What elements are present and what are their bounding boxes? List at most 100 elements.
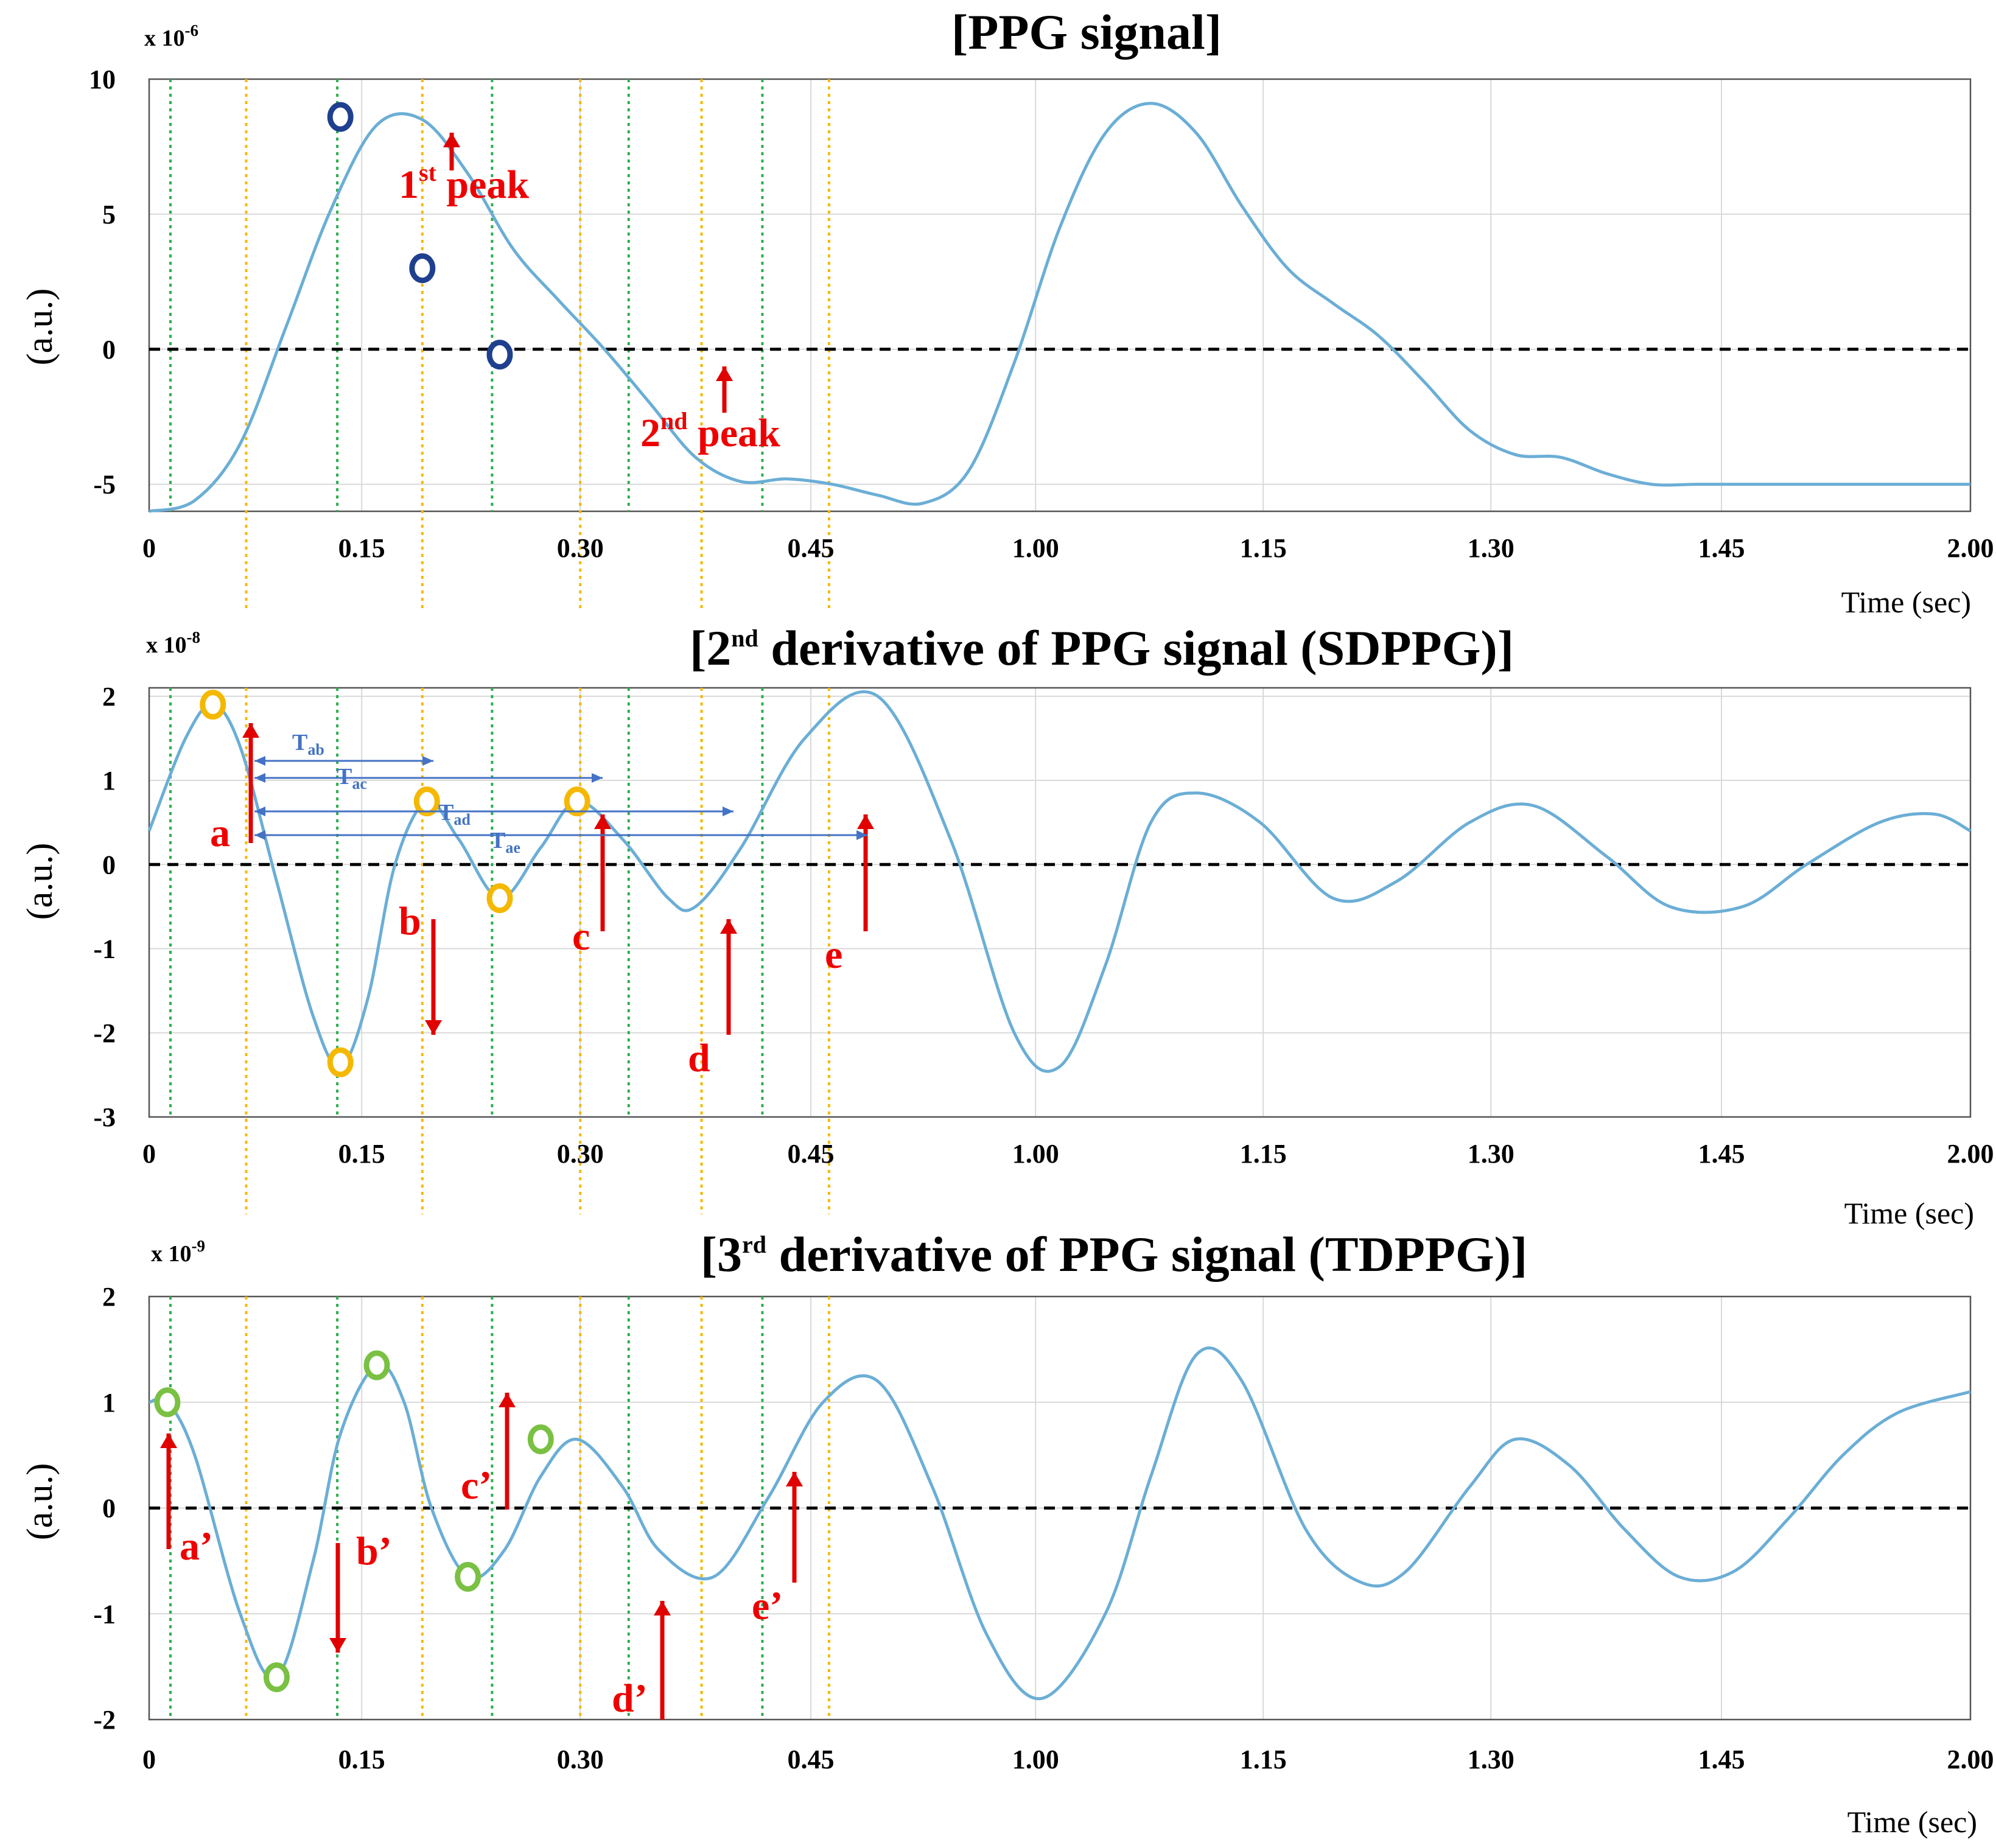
peak-marker-0 (200, 690, 226, 720)
arrow-a-prime-head (160, 1433, 177, 1448)
interval-tae: Tae (490, 828, 520, 856)
panel-3-xlabel: Time (sec) (1847, 1805, 1977, 1839)
ytick-label: 0 (102, 1494, 116, 1524)
panel-3-title-rest: derivative of PPG signal (TDPPG)] (766, 1227, 1527, 1282)
xtick-label: 1.45 (1698, 533, 1745, 563)
peak-marker-2 (413, 786, 440, 817)
xtick-label: 2.00 (1947, 533, 1994, 563)
arrow-b-prime-head (329, 1638, 346, 1653)
arrow-e-head (857, 814, 874, 829)
interval-arrow-ab-head-left (254, 756, 265, 766)
xtick-label: 1.15 (1240, 533, 1287, 563)
panel-1-ylabel: (a.u.) (19, 289, 60, 366)
arrow-c-head (594, 814, 611, 829)
xtick-label: 1.00 (1012, 1745, 1059, 1774)
interval-arrow-ab-head-right (422, 756, 433, 766)
tdppg-label-d: d’ (612, 1676, 648, 1721)
xtick-label: 0.30 (557, 1745, 604, 1774)
interval-arrow-ac-head-right (592, 773, 603, 783)
panel-2-title-main: [2 (690, 620, 731, 676)
panel-3-ylabel: (a.u.) (19, 1463, 60, 1541)
xtick-label: 1.15 (1240, 1745, 1287, 1774)
xtick-label: 1.45 (1698, 1139, 1745, 1169)
panel-3: 2 1 0 -1 -2 0 0.15 0.30 0.45 1.00 1.15 1.30 1.45 2.00 (93, 1282, 1994, 1774)
ytick-label: 0 (102, 335, 116, 365)
arrow-a-head (242, 723, 259, 738)
interval-tab: Tab (292, 730, 324, 758)
ytick-label: -1 (93, 1599, 116, 1629)
panel-1-scale: x 10-6 (144, 21, 198, 51)
ytick-label: 2 (102, 1282, 116, 1312)
panel-1-xlabel: Time (sec) (1841, 585, 1971, 619)
panel-2-ylabel: (a.u.) (19, 843, 60, 920)
panel-3-title-sup: rd (742, 1231, 766, 1258)
ytick-label: 5 (102, 200, 116, 229)
xtick-label: 1.30 (1468, 533, 1515, 563)
arrow-c-prime-head (499, 1393, 516, 1407)
panel-2-title-rest: derivative of PPG signal (SDPPG)] (758, 620, 1514, 676)
ytick-label: 1 (102, 766, 116, 796)
peak-marker-0 (154, 1387, 181, 1418)
panel-2: 2 1 0 -1 -2 -3 0 0.15 0.30 0.45 1.00 1.15 1.30 1.45 2.… (93, 682, 1994, 1214)
tdppg-label-a: a’ (180, 1524, 213, 1569)
ytick-label: -5 (93, 470, 116, 500)
arrow-d-head (720, 919, 737, 934)
interval-tad: Tad (438, 800, 471, 828)
ytick-label: 10 (89, 65, 116, 94)
peak-marker-3 (455, 1561, 481, 1592)
arrow-first-peak-head (443, 133, 460, 147)
panel-2-xlabel: Time (sec) (1844, 1196, 1974, 1230)
ytick-label: -3 (93, 1102, 116, 1132)
panel-2-scale: x 10-8 (146, 628, 200, 658)
first-peak-label: 1st peak (399, 159, 529, 207)
xtick-label: 0 (142, 1139, 156, 1169)
ytick-label: 1 (102, 1388, 116, 1418)
peak-marker-2 (486, 340, 513, 370)
sdppg-label-d: d (688, 1036, 710, 1080)
xtick-label: 0.45 (787, 1745, 834, 1774)
panel-1-scale-base: x 10 (144, 26, 185, 51)
second-peak-label: 2nd peak (640, 407, 780, 455)
tdppg-label-e: e’ (752, 1584, 783, 1628)
panel-2-title: [2nd derivative of PPG signal (SDPPG)] (690, 620, 1514, 676)
plot-frame (148, 687, 1972, 1118)
xtick-label: 0.45 (787, 1139, 834, 1169)
xtick-label: 1.00 (1012, 533, 1059, 563)
xtick-label: 0.15 (338, 1745, 385, 1774)
panel-3-scale: x 10-9 (151, 1237, 205, 1267)
ytick-label: 2 (102, 682, 116, 712)
interval-arrow-ad-head-right (723, 807, 734, 816)
panel-1-title: [PPG signal] (951, 4, 1222, 60)
arrow-e-prime-head (786, 1472, 803, 1486)
xtick-label: 0 (142, 1745, 156, 1774)
peak-marker-1 (263, 1662, 290, 1692)
ytick-label: 0 (102, 850, 116, 880)
interval-arrow-ad-head-left (254, 807, 265, 816)
panel-2-title-sup: nd (731, 625, 758, 652)
ytick-label: -2 (93, 1705, 116, 1735)
xtick-label: 0.30 (557, 533, 604, 563)
xtick-label: 2.00 (1947, 1745, 1994, 1774)
ytick-label: -2 (93, 1018, 116, 1048)
panel-2-scale-exp: -8 (187, 628, 201, 646)
xtick-label: 1.15 (1240, 1139, 1287, 1169)
interval-tac: Tac (337, 764, 367, 793)
series-line-0 (149, 102, 1970, 513)
peak-marker-3 (486, 883, 513, 914)
xtick-label: 1.30 (1468, 1139, 1515, 1169)
panel-2-scale-base: x 10 (146, 632, 187, 658)
peak-marker-4 (527, 1424, 554, 1455)
panel-3-scale-exp: -9 (192, 1237, 206, 1255)
panel-3-scale-base: x 10 (151, 1241, 192, 1267)
peak-marker-4 (564, 786, 590, 817)
peak-marker-1 (327, 1047, 354, 1077)
peak-marker-2 (363, 1350, 390, 1381)
xtick-label: 1.30 (1468, 1745, 1515, 1774)
interval-arrow-ae-head-left (254, 830, 265, 840)
xtick-label: 0 (142, 533, 156, 563)
xtick-label: 0.30 (557, 1139, 604, 1169)
xtick-label: 0.15 (338, 533, 385, 563)
xtick-label: 0.45 (787, 533, 834, 563)
